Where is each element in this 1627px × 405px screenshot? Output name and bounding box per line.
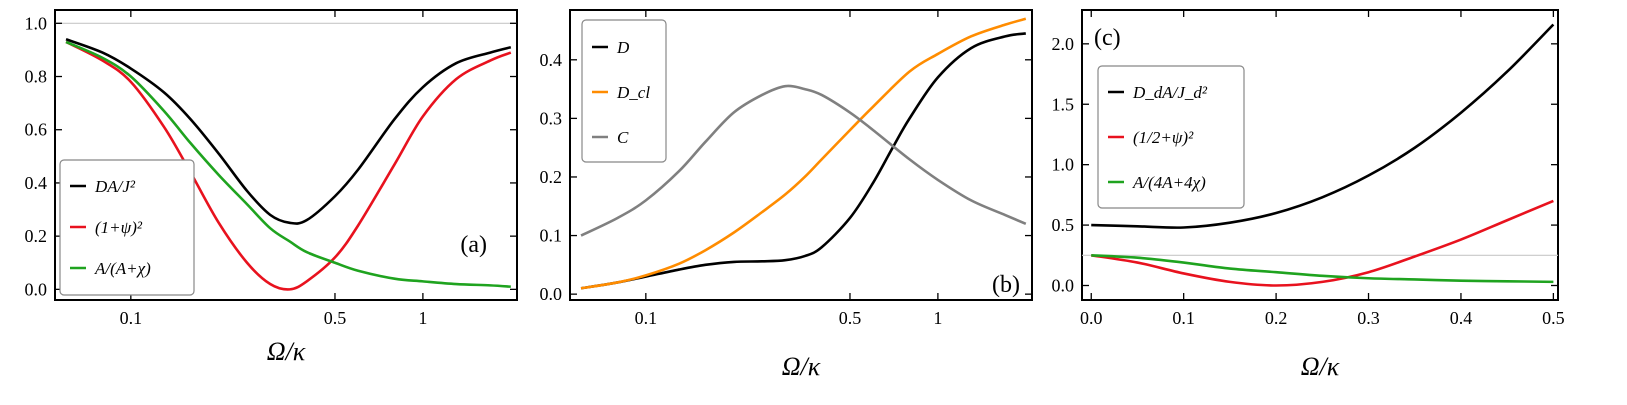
- y-tick-label: 0.0: [1052, 276, 1075, 296]
- x-tick-label: 0.5: [1542, 308, 1565, 328]
- y-tick-label: 0.3: [540, 108, 563, 128]
- y-tick-label: 0.8: [25, 67, 48, 87]
- series-layer: [580, 17, 1027, 290]
- y-tick-label: 0.0: [540, 284, 563, 304]
- legend: D D_cl C: [581, 19, 667, 163]
- ticks: 0.1 0.5 1 0.0 0.2 0.4 0.6 0.8 1.0: [25, 10, 517, 328]
- legend-box: [581, 19, 667, 163]
- panel-b: 0.1 0.5 1 0.0 0.1 0.2 0.3 0.4 Ω/κ (b) D D_cl C: [540, 9, 1033, 381]
- plot-frame: [54, 9, 518, 301]
- series-line: [1091, 199, 1554, 287]
- legend-box: [59, 159, 195, 296]
- legend-label: D_dA/J_d²: [1132, 83, 1208, 102]
- y-tick-label: 1.0: [25, 13, 48, 33]
- legend: D_dA/J_d² (1/2+ψ)² A/(4A+4χ): [1097, 65, 1245, 209]
- series-line: [580, 17, 1027, 290]
- y-tick-label: 0.4: [25, 173, 48, 193]
- legend-label: (1/2+ψ)²: [1133, 128, 1194, 147]
- series-line: [580, 32, 1026, 290]
- series-line: [1091, 23, 1555, 229]
- plot-frame: [1081, 9, 1559, 301]
- plot-frame: [569, 9, 1033, 301]
- x-tick-label: 1: [933, 308, 942, 328]
- legend-label: A/(A+χ): [94, 259, 151, 278]
- y-tick-label: 0.1: [540, 226, 563, 246]
- y-tick-label: 0.6: [25, 120, 48, 140]
- legend: DA/J² (1+ψ)² A/(A+χ): [59, 159, 195, 296]
- x-tick-label: 0.3: [1357, 308, 1380, 328]
- x-tick-label: 0.1: [120, 308, 143, 328]
- series-line: [580, 84, 1027, 237]
- series-line: [1091, 253, 1554, 284]
- series-layer: [1091, 23, 1555, 287]
- y-tick-label: 2.0: [1052, 34, 1075, 54]
- y-tick-label: 0.4: [540, 50, 563, 70]
- y-tick-label: 0.2: [540, 167, 563, 187]
- panel-label: (c): [1094, 25, 1121, 51]
- x-axis-label: Ω/κ: [782, 352, 821, 381]
- x-tick-label: 0.5: [324, 308, 347, 328]
- x-tick-label: 0.0: [1080, 308, 1103, 328]
- panel-c: 0.0 0.1 0.2 0.3 0.4 0.5 0.0 0.5 1.0 1.5 2.0 Ω/κ (c…: [1052, 9, 1565, 381]
- x-tick-label: 0.2: [1265, 308, 1288, 328]
- x-tick-label: 0.4: [1450, 308, 1473, 328]
- legend-label: D_cl: [616, 83, 650, 102]
- series-line: [65, 38, 512, 225]
- y-tick-label: 0.2: [25, 226, 48, 246]
- x-tick-label: 1: [418, 308, 427, 328]
- ticks: 0.1 0.5 1 0.0 0.1 0.2 0.3 0.4: [540, 10, 1032, 328]
- legend-label: C: [617, 128, 629, 147]
- y-tick-label: 0.5: [1052, 215, 1075, 235]
- panel-label: (a): [460, 232, 487, 258]
- panel-a: 0.1 0.5 1 0.0 0.2 0.4 0.6 0.8 1.0 Ω/κ (a) DA/J² …: [25, 9, 518, 366]
- x-axis-label: Ω/κ: [267, 337, 306, 366]
- legend-label: A/(4A+4χ): [1132, 173, 1206, 192]
- y-tick-label: 0.0: [25, 279, 48, 299]
- x-tick-label: 0.1: [1172, 308, 1195, 328]
- series-layer: [65, 38, 512, 291]
- legend-label: DA/J²: [94, 177, 136, 196]
- legend-label: D: [616, 38, 630, 57]
- ticks: 0.0 0.1 0.2 0.3 0.4 0.5 0.0 0.5 1.0 1.5 2.0: [1052, 10, 1565, 328]
- series-line: [65, 40, 511, 288]
- x-tick-label: 0.5: [839, 308, 862, 328]
- y-tick-label: 1.0: [1052, 155, 1075, 175]
- x-tick-label: 0.1: [635, 308, 658, 328]
- legend-box: [1097, 65, 1245, 209]
- panel-label: (b): [992, 272, 1020, 298]
- legend-label: (1+ψ)²: [95, 218, 143, 237]
- series-line: [65, 40, 512, 291]
- x-axis-label: Ω/κ: [1301, 352, 1340, 381]
- y-tick-label: 1.5: [1052, 94, 1075, 114]
